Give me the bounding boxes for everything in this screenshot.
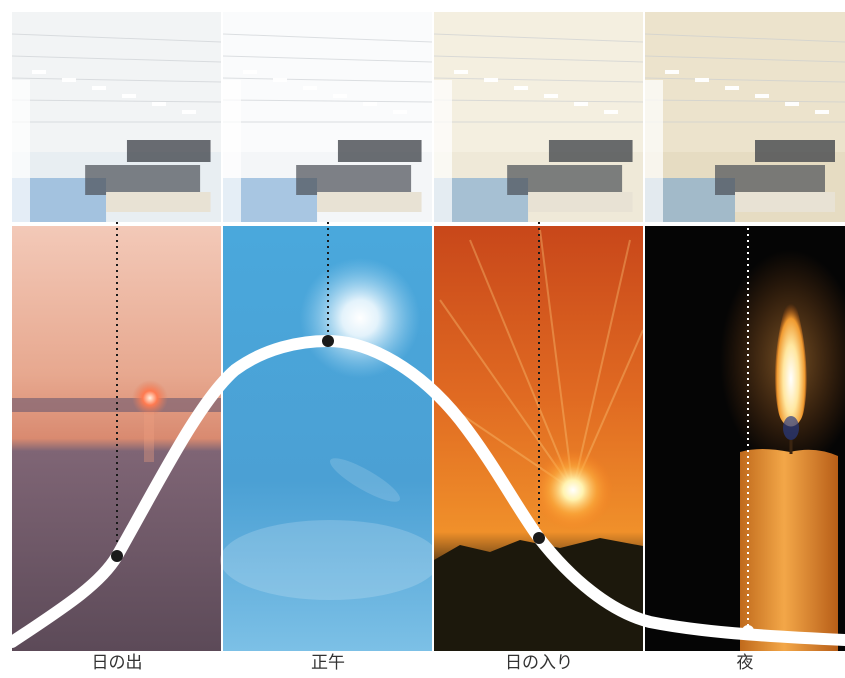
marker-sunset [533,532,545,544]
flame-icon [775,290,807,427]
noon-panel [220,226,440,651]
office-noon [222,12,433,222]
office-sunset [433,12,644,222]
sunrise-sun-icon [132,380,168,416]
label-night: 夜 [736,653,754,673]
night-panel [645,226,845,651]
noon-sun-icon [300,258,420,378]
office-sunrise [11,12,222,222]
office-lighting-row [11,12,845,222]
light-intensity-curve [6,334,845,648]
office-night [644,12,845,222]
label-sunrise: 日の出 [91,653,143,673]
marker-sunrise [111,550,123,562]
time-markers [111,335,754,637]
sunset-sun-icon [533,450,613,530]
marker-noon [322,335,334,347]
time-guides [116,222,749,631]
label-noon: 正午 [311,653,345,673]
marker-night [742,625,754,637]
candle-icon [740,449,838,651]
label-sunset: 日の入り [505,653,573,673]
